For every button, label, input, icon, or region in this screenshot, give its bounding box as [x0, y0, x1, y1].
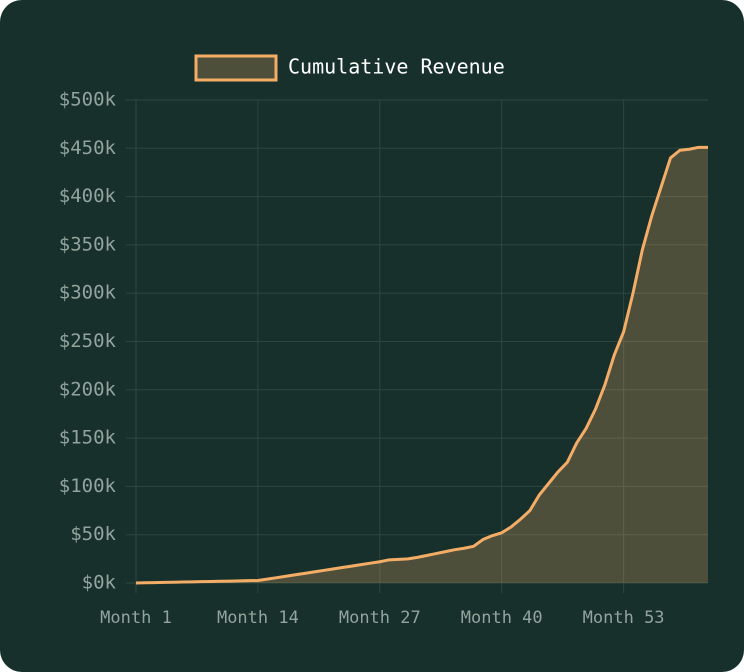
legend-label: Cumulative Revenue	[288, 55, 505, 79]
y-tick-label: $350k	[59, 233, 117, 255]
x-tick-label: Month 27	[339, 608, 421, 628]
legend: Cumulative Revenue	[194, 54, 505, 82]
y-tick-label: $400k	[59, 185, 117, 207]
y-tick-label: $250k	[59, 330, 117, 352]
x-tick-label: Month 14	[217, 608, 299, 628]
y-tick-label: $450k	[59, 137, 117, 159]
x-tick-label: Month 53	[583, 608, 665, 628]
x-tick-label: Month 40	[461, 608, 543, 628]
y-tick-label: $50k	[70, 523, 116, 545]
y-tick-label: $300k	[59, 282, 117, 304]
y-tick-label: $200k	[59, 378, 117, 400]
y-tick-label: $500k	[59, 89, 117, 111]
y-tick-label: $150k	[59, 427, 117, 449]
line	[135, 145, 708, 585]
y-tick-label: $0k	[82, 572, 117, 594]
area-fill	[136, 147, 708, 583]
y-tick-label: $100k	[59, 475, 117, 497]
x-tick-label: Month 1	[100, 608, 172, 628]
legend-swatch	[194, 54, 278, 82]
